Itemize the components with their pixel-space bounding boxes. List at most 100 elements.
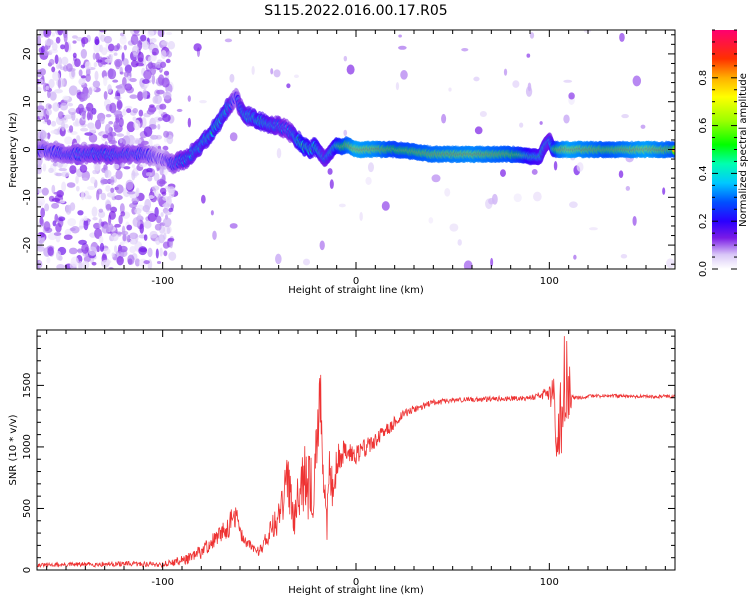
noise-blob (479, 111, 487, 117)
noise-blob (151, 74, 156, 85)
noise-blob (151, 47, 160, 56)
noise-blob (48, 167, 54, 174)
noise-blob (131, 164, 136, 169)
noise-blob (59, 199, 66, 204)
noise-blob (428, 217, 434, 224)
noise-blob (473, 76, 480, 82)
noise-blob (42, 163, 47, 172)
noise-blob (64, 41, 69, 53)
noise-blob (513, 193, 522, 203)
noise-blob (80, 75, 86, 79)
noise-blob (115, 184, 124, 194)
noise-blob (152, 95, 159, 104)
noise-blob (61, 56, 69, 66)
noise-blob (146, 109, 155, 115)
noise-blob (130, 60, 139, 68)
noise-blob (79, 164, 88, 173)
noise-blob (53, 191, 62, 195)
spectrogram-y-axis-label: Frequency (Hz) (8, 112, 19, 188)
noise-blob (74, 58, 81, 68)
noise-blob (44, 45, 49, 52)
noise-blob (529, 32, 535, 39)
noise-blob (46, 119, 52, 126)
x-tick-label: 100 (540, 577, 559, 588)
noise-blob (51, 184, 56, 194)
noise-blob (632, 75, 642, 87)
noise-blob (122, 58, 129, 66)
noise-blob (533, 191, 542, 202)
noise-blob (398, 45, 407, 50)
noise-blob (229, 73, 235, 83)
noise-blob (129, 232, 138, 240)
noise-blob (474, 126, 483, 135)
noise-blob (71, 35, 78, 39)
noise-blob (621, 114, 629, 119)
noise-blob (224, 38, 233, 43)
noise-blob (72, 121, 81, 127)
noise-blob (588, 227, 598, 231)
noise-blob (108, 121, 114, 125)
noise-blob (165, 31, 173, 35)
noise-blob (54, 88, 63, 94)
noise-blob (85, 67, 91, 77)
noise-blob (119, 203, 125, 214)
noise-blob (448, 87, 452, 92)
noise-blob (662, 187, 666, 195)
noise-blob (80, 91, 88, 102)
noise-blob (132, 116, 137, 122)
noise-blob (129, 77, 137, 83)
noise-blob (69, 165, 77, 175)
noise-blob (132, 217, 141, 228)
noise-blob (92, 216, 98, 221)
noise-blob (64, 136, 73, 145)
noise-blob (140, 34, 147, 42)
noise-blob (210, 210, 214, 216)
noise-blob (159, 103, 167, 110)
noise-blob (367, 162, 374, 173)
noise-blob (103, 90, 108, 100)
noise-blob (40, 45, 46, 54)
noise-blob (148, 195, 155, 200)
noise-blob (88, 246, 97, 256)
noise-blob (107, 84, 112, 94)
noise-blob (126, 234, 131, 243)
noise-blob (83, 190, 90, 200)
noise-blob (113, 124, 121, 129)
noise-blob (111, 252, 115, 258)
noise-blob (187, 117, 191, 128)
noise-blob (327, 168, 333, 175)
noise-blob (47, 132, 51, 140)
noise-blob (149, 53, 157, 62)
colorbar-tick-label: 0.4 (698, 165, 709, 181)
noise-blob (100, 192, 107, 201)
noise-blob (68, 85, 78, 96)
noise-blob (114, 223, 121, 228)
noise-blob (102, 76, 109, 81)
noise-blob (131, 170, 136, 181)
noise-blob (519, 122, 524, 128)
noise-blob (61, 120, 66, 132)
noise-blob (126, 224, 133, 231)
noise-blob (632, 215, 637, 226)
noise-blob (142, 88, 148, 100)
noise-blob (139, 223, 144, 234)
noise-blob (123, 166, 131, 170)
noise-blob (137, 214, 142, 219)
noise-blob (273, 69, 281, 78)
noise-blob (157, 74, 165, 86)
snr-line-layer (37, 336, 675, 569)
noise-blob (126, 108, 132, 114)
noise-blob (187, 95, 191, 102)
noise-blob (80, 48, 88, 59)
noise-blob (137, 51, 144, 63)
noise-blob (286, 83, 291, 89)
noise-blob (365, 176, 372, 185)
noise-blob (129, 203, 137, 209)
noise-blob (86, 102, 94, 112)
noise-blob (49, 91, 57, 101)
noise-blob (164, 211, 172, 216)
noise-blob (115, 170, 123, 180)
x-tick-label: 0 (353, 276, 359, 287)
noise-blob (119, 71, 124, 75)
noise-blob (37, 245, 45, 252)
